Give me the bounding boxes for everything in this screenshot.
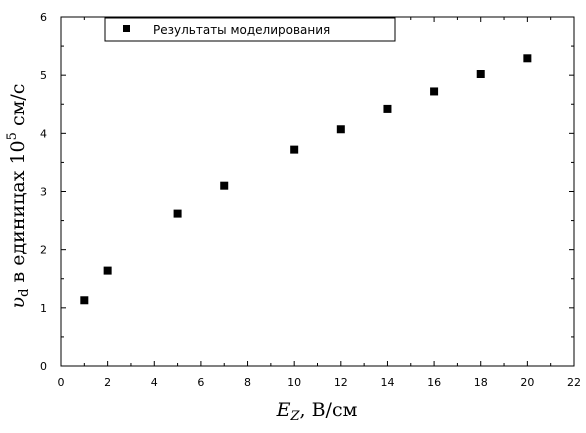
y-tick-label: 3 [40, 186, 47, 199]
legend: Результаты моделирования [104, 17, 396, 42]
y-tick-label: 5 [40, 69, 47, 82]
data-point [476, 70, 485, 79]
x-tick-label: 2 [104, 376, 111, 389]
x-tick-label: 12 [334, 376, 348, 389]
data-point [383, 104, 392, 113]
data-point [173, 209, 182, 218]
data-point [290, 145, 299, 154]
x-axis-label: EZ, В/см [276, 399, 358, 424]
y-tick-label: 0 [40, 360, 47, 373]
data-point [220, 181, 229, 190]
y-tick-label: 1 [40, 302, 47, 315]
data-point [80, 296, 89, 305]
y-axis-label: υd в единицах 105 см/с [5, 84, 32, 309]
y-tick-label: 6 [40, 11, 47, 24]
data-point [336, 125, 345, 134]
x-tick-label: 6 [197, 376, 204, 389]
plot-frame [60, 16, 575, 367]
data-point [523, 54, 532, 63]
x-axis-ticks: 0 2 4 6 8 10 12 14 16 18 20 22 [58, 17, 581, 389]
x-tick-label: 18 [474, 376, 488, 389]
data-point [103, 266, 112, 275]
data-points [80, 54, 532, 305]
x-tick-label: 8 [244, 376, 251, 389]
x-tick-label: 16 [427, 376, 441, 389]
x-tick-label: 4 [151, 376, 158, 389]
legend-box [104, 17, 396, 42]
x-tick-label: 10 [287, 376, 301, 389]
y-tick-label: 4 [40, 127, 47, 140]
y-axis-ticks: 0 1 2 3 4 5 6 [40, 11, 574, 373]
x-tick-label: 0 [58, 376, 65, 389]
legend-label: Результаты моделирования [153, 23, 330, 37]
data-point [430, 87, 439, 96]
legend-marker [123, 25, 130, 32]
x-tick-label: 22 [567, 376, 581, 389]
y-tick-label: 2 [40, 244, 47, 257]
x-tick-label: 20 [520, 376, 534, 389]
x-tick-label: 14 [380, 376, 394, 389]
